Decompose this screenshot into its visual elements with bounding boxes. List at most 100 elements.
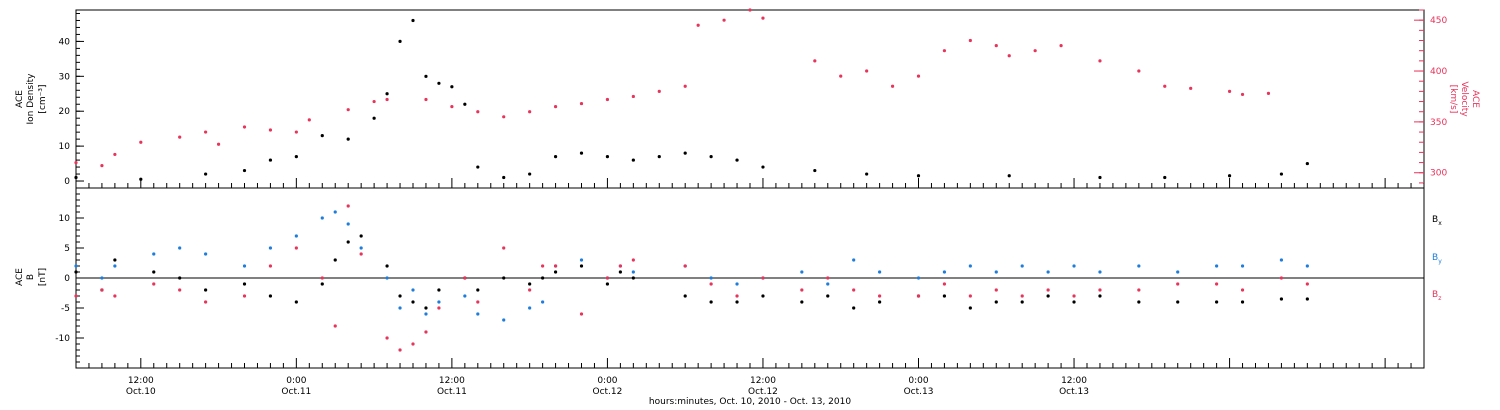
density-axis: 0 10 20 30 40 bbox=[59, 12, 84, 189]
by-point bbox=[942, 270, 947, 274]
by-point bbox=[1137, 264, 1141, 268]
bx-point bbox=[1240, 300, 1245, 304]
density-label-line2: Ion Density bbox=[26, 73, 36, 125]
density-point bbox=[385, 92, 389, 96]
velocity-point bbox=[942, 49, 947, 53]
bx-point bbox=[333, 258, 337, 262]
bz-point bbox=[385, 336, 389, 340]
by-point bbox=[1305, 264, 1309, 268]
bx-point bbox=[1072, 300, 1076, 304]
legend-bx: Bx bbox=[1432, 215, 1442, 227]
bz-point bbox=[735, 294, 739, 298]
bx-point bbox=[152, 270, 156, 274]
density-point bbox=[398, 39, 402, 44]
x-tick-time: 12:00 bbox=[1061, 376, 1087, 386]
bx-point bbox=[1098, 294, 1102, 298]
velocity-point bbox=[1189, 86, 1193, 90]
by-point bbox=[346, 222, 350, 226]
density-point bbox=[657, 154, 661, 159]
bz-point bbox=[916, 294, 921, 298]
velocity-point bbox=[307, 118, 311, 122]
by-point bbox=[398, 306, 402, 310]
by-point bbox=[178, 246, 182, 250]
x-tick-date: Oct.11 bbox=[281, 387, 311, 397]
velocity-point bbox=[139, 140, 143, 144]
x-tick-date: Oct.10 bbox=[126, 387, 156, 397]
velocity-point bbox=[1007, 54, 1011, 58]
velocity-point bbox=[1163, 84, 1167, 88]
bx-point bbox=[424, 306, 428, 310]
field-label-line1: ACE bbox=[15, 268, 25, 286]
by-point bbox=[1098, 270, 1102, 274]
bz-point bbox=[359, 252, 363, 256]
bx-point bbox=[1215, 300, 1219, 304]
by-point bbox=[268, 246, 273, 250]
bz-point bbox=[1305, 282, 1309, 286]
by-point bbox=[528, 306, 532, 310]
bz-point bbox=[113, 294, 117, 298]
bz-point bbox=[346, 204, 350, 208]
field-tick-label: 0 bbox=[64, 274, 70, 284]
by-point bbox=[463, 294, 467, 298]
bz-point bbox=[541, 264, 545, 268]
bx-point bbox=[709, 300, 713, 304]
field-label-line3: [nT] bbox=[38, 268, 48, 286]
bz-point bbox=[852, 288, 856, 292]
density-point bbox=[813, 168, 817, 173]
density-point bbox=[528, 172, 532, 176]
density-point bbox=[74, 175, 78, 180]
density-point bbox=[294, 154, 298, 159]
bx-point bbox=[178, 276, 182, 280]
by-point bbox=[800, 270, 804, 274]
velocity-point bbox=[865, 69, 869, 73]
bx-point bbox=[346, 240, 350, 244]
density-point bbox=[1305, 161, 1309, 166]
bx-point bbox=[1046, 294, 1050, 298]
bz-point bbox=[968, 294, 972, 298]
by-point bbox=[411, 288, 415, 292]
bx-point bbox=[852, 306, 856, 310]
velocity-point bbox=[839, 74, 843, 78]
density-label-line3: [cm⁻³] bbox=[38, 84, 48, 113]
bz-point bbox=[333, 324, 337, 328]
bz-point bbox=[631, 258, 635, 262]
by-point bbox=[294, 234, 298, 238]
density-point bbox=[320, 134, 324, 138]
velocity-point bbox=[1098, 59, 1102, 63]
bz-point bbox=[1072, 294, 1076, 298]
by-point bbox=[735, 282, 739, 286]
velocity-point bbox=[890, 84, 895, 88]
density-tick-label: 20 bbox=[59, 107, 71, 117]
bx-point bbox=[437, 288, 441, 292]
bz-point bbox=[1020, 294, 1024, 298]
velocity-point bbox=[994, 44, 998, 48]
by-point bbox=[1176, 270, 1180, 274]
x-tick-date: Oct.12 bbox=[748, 387, 778, 397]
bz-point bbox=[294, 246, 298, 250]
velocity-point bbox=[722, 18, 726, 22]
density-point bbox=[437, 81, 441, 85]
velocity-point bbox=[813, 59, 817, 63]
density-point bbox=[709, 154, 713, 159]
bx-point bbox=[74, 270, 78, 274]
by-point bbox=[826, 282, 830, 286]
bx-point bbox=[476, 288, 480, 292]
velocity-point bbox=[761, 16, 765, 20]
x-tick-labels: 12:00Oct.100:00Oct.1112:00Oct.110:00Oct.… bbox=[126, 376, 1089, 397]
velocity-point bbox=[346, 108, 350, 112]
bx-point bbox=[242, 282, 247, 286]
bz-point bbox=[528, 288, 532, 292]
density-point bbox=[1227, 174, 1232, 178]
by-point bbox=[385, 276, 389, 280]
density-point bbox=[916, 174, 921, 178]
bz-point bbox=[437, 306, 441, 310]
by-point bbox=[968, 264, 972, 268]
velocity-tick-label: 300 bbox=[1430, 169, 1447, 179]
bz-point bbox=[411, 342, 415, 346]
bx-point bbox=[385, 264, 389, 268]
density-velocity-panel: 0 10 20 30 40 300 350 400 450 ACE Ion Density [… bbox=[15, 8, 1480, 189]
bx-point bbox=[968, 306, 972, 310]
bz-point bbox=[709, 282, 713, 286]
legend-by: By bbox=[1432, 253, 1442, 265]
field-tick-label: -5 bbox=[61, 304, 70, 314]
